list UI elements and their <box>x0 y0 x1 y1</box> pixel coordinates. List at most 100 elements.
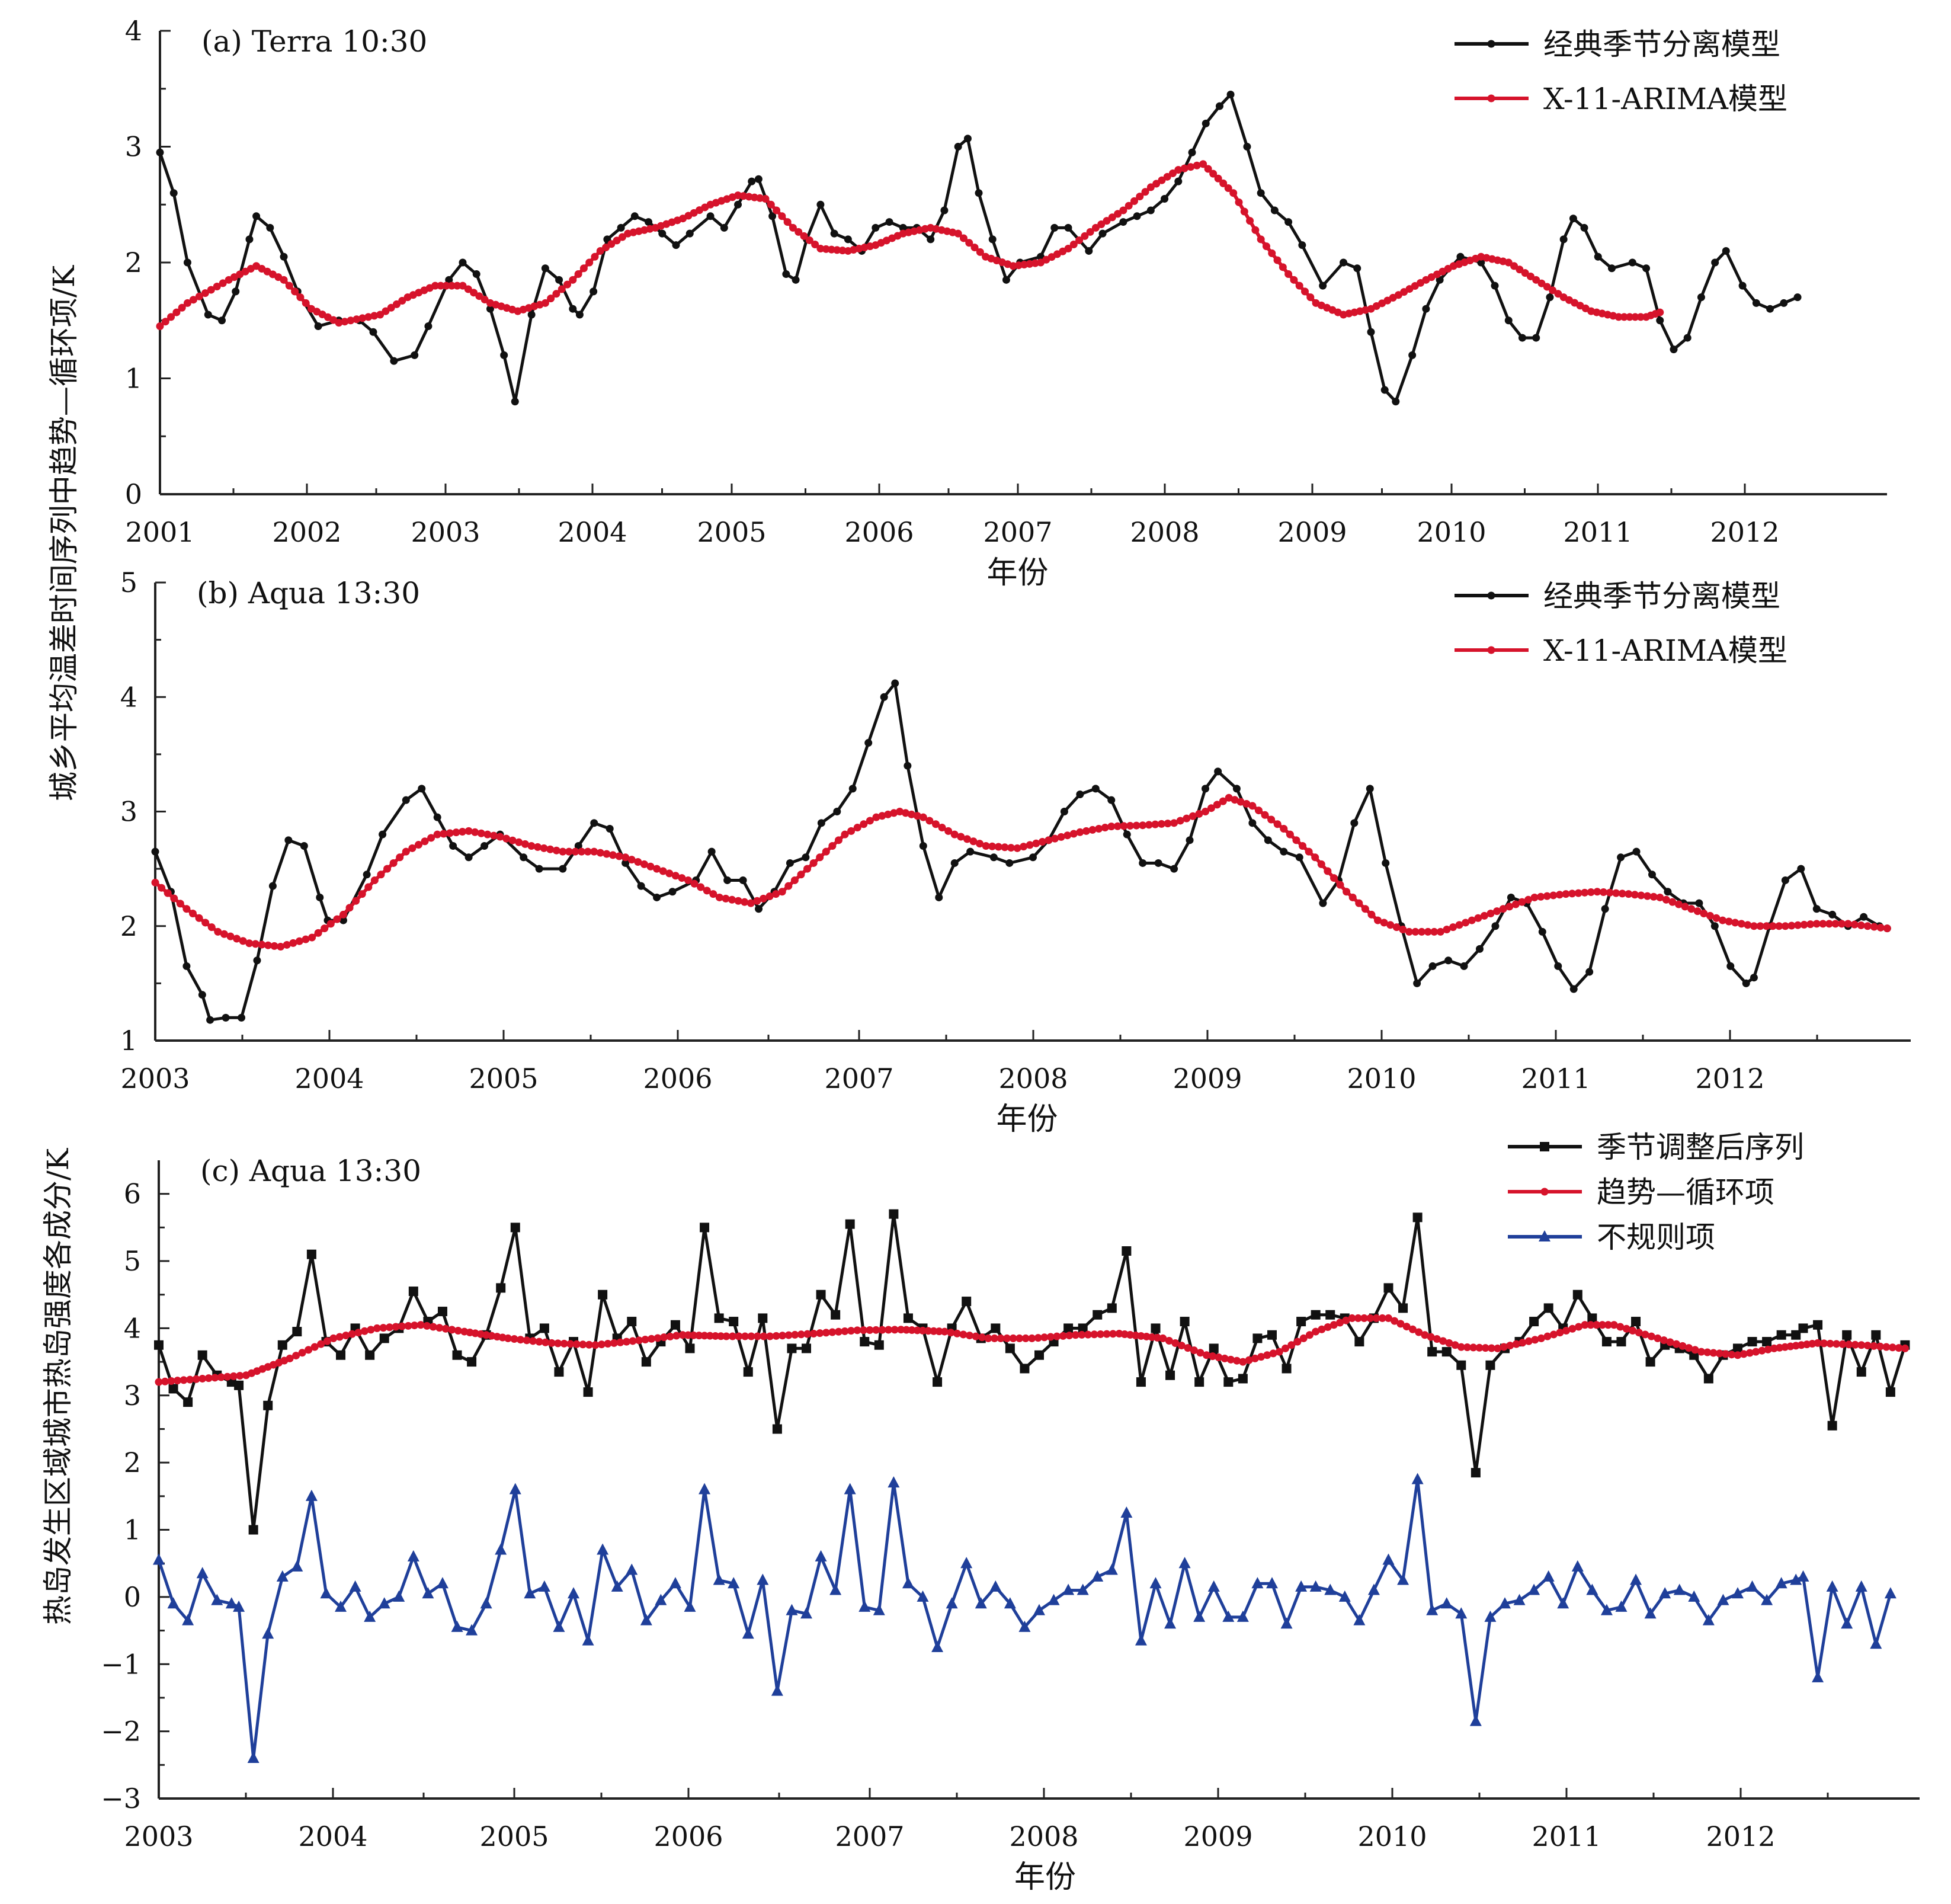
data-point <box>1752 299 1760 307</box>
data-point <box>1618 889 1626 898</box>
data-point <box>1093 1310 1103 1320</box>
data-point <box>1685 1344 1693 1352</box>
data-point <box>1662 895 1670 904</box>
data-point <box>622 1337 630 1346</box>
legend-label: 不规则项 <box>1597 1220 1715 1255</box>
data-point <box>904 761 912 770</box>
data-point <box>1164 1617 1177 1629</box>
data-point <box>888 1476 900 1488</box>
data-point <box>890 809 898 817</box>
data-point <box>517 1336 525 1344</box>
data-point <box>1045 836 1053 844</box>
data-point <box>899 223 907 232</box>
data-point <box>1097 220 1106 228</box>
data-point <box>392 1323 400 1331</box>
data-point <box>1312 1327 1320 1336</box>
data-point <box>1366 785 1374 793</box>
data-point <box>1462 919 1470 927</box>
data-point <box>345 904 354 912</box>
data-point <box>1180 164 1188 172</box>
x-tick-label-b: 2004 <box>294 1063 364 1095</box>
data-point <box>927 235 935 244</box>
x-tick-label-c: 2006 <box>653 1820 723 1852</box>
data-point <box>1064 223 1072 232</box>
data-point <box>648 1335 656 1343</box>
data-point <box>1622 1324 1630 1333</box>
data-point <box>1812 905 1821 913</box>
data-point <box>296 293 305 302</box>
data-point <box>1607 264 1616 273</box>
data-point <box>1659 1587 1671 1599</box>
data-point <box>402 847 410 856</box>
data-point <box>295 937 303 945</box>
data-point <box>1405 927 1413 936</box>
data-point <box>1415 1328 1423 1336</box>
data-point <box>1475 1343 1484 1352</box>
data-point <box>390 357 398 365</box>
data-point <box>1555 891 1564 899</box>
data-point <box>1554 962 1562 970</box>
data-point <box>722 894 730 903</box>
data-point <box>1002 276 1010 284</box>
data-point <box>521 840 529 848</box>
data-point <box>292 1352 300 1360</box>
data-point <box>816 1329 824 1337</box>
data-point <box>225 1597 238 1609</box>
data-point <box>1644 1607 1657 1619</box>
data-point <box>1826 1339 1834 1348</box>
data-point <box>236 1372 244 1380</box>
data-point <box>1161 194 1169 203</box>
series-a-0 <box>156 91 1802 406</box>
data-point <box>954 229 962 238</box>
data-point <box>1790 1573 1802 1585</box>
data-point <box>787 1343 797 1353</box>
data-point <box>954 143 962 151</box>
data-point <box>547 295 555 303</box>
data-point <box>828 841 837 850</box>
data-point <box>1761 1593 1773 1605</box>
data-point <box>1574 889 1582 897</box>
data-point <box>707 847 716 856</box>
data-point <box>204 311 212 319</box>
data-point <box>728 895 736 904</box>
data-point <box>1286 830 1294 839</box>
data-point <box>816 245 825 253</box>
data-point <box>1715 1349 1723 1358</box>
data-point <box>816 1289 826 1300</box>
data-point <box>1885 1387 1895 1397</box>
data-point <box>1562 890 1570 898</box>
data-point <box>706 1332 714 1340</box>
data-point <box>1725 917 1733 926</box>
data-point <box>603 850 611 858</box>
data-point <box>1015 1334 1024 1342</box>
data-point <box>590 819 598 827</box>
series-c-1 <box>155 1314 1909 1386</box>
data-point <box>1780 299 1788 307</box>
data-point <box>1418 927 1426 936</box>
data-point <box>1635 1329 1643 1337</box>
data-point <box>792 276 800 284</box>
data-point <box>1336 1319 1344 1327</box>
data-point <box>1269 1349 1277 1358</box>
data-point <box>591 1341 600 1349</box>
data-point <box>1518 898 1526 906</box>
data-point <box>489 831 498 840</box>
data-point <box>502 834 511 843</box>
data-point <box>1232 785 1241 793</box>
data-point <box>341 318 349 326</box>
data-point <box>1722 1350 1730 1358</box>
data-point <box>442 281 450 290</box>
data-point <box>1857 1341 1866 1349</box>
data-point <box>268 882 277 890</box>
data-point <box>1354 1314 1362 1322</box>
data-point <box>1615 1600 1628 1612</box>
data-point <box>1342 1316 1350 1324</box>
data-point <box>1098 229 1107 238</box>
data-point <box>627 856 636 864</box>
data-point <box>645 218 653 226</box>
data-point <box>1004 1597 1016 1609</box>
data-point <box>902 1326 911 1334</box>
data-point <box>754 1332 762 1340</box>
data-point <box>459 828 467 836</box>
